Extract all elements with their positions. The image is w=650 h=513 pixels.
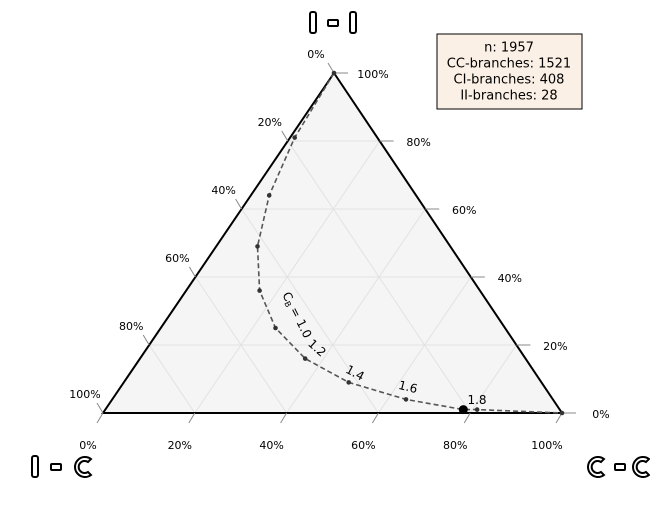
cc-tick-label: 60%: [351, 439, 375, 452]
ic-tick-label: 60%: [165, 252, 189, 265]
tick-mark: [463, 412, 471, 424]
triangle-frame: [101, 71, 564, 414]
ii-tick-label: 20%: [543, 340, 567, 353]
annotation-text: 1.6: [397, 377, 419, 395]
ii-tick-label: 40%: [498, 272, 522, 285]
point: [346, 380, 352, 385]
grid: [148, 140, 517, 414]
info-line: II-branches: 28: [460, 89, 557, 104]
point: [302, 356, 308, 361]
info-line: n: 1957: [484, 41, 534, 56]
point: [273, 325, 278, 331]
corner-icon-ii: [309, 11, 357, 34]
ic-tick-label: 0%: [307, 48, 324, 61]
annotation-subscript: B: [283, 300, 294, 309]
tick-mark: [188, 266, 196, 278]
corner-icon-cc: [587, 456, 650, 478]
cc-tick-label: 100%: [531, 439, 562, 452]
tick-mark: [96, 412, 104, 424]
ic-tick-label: 20%: [258, 116, 282, 129]
tick-mark: [281, 130, 289, 142]
point: [559, 410, 565, 416]
tick-mark: [235, 198, 243, 210]
ii-tick-label: 60%: [452, 204, 476, 217]
corner-icon-ic: [31, 455, 93, 478]
ic-tick-label: 80%: [119, 320, 143, 333]
ii-tick-label: 0%: [592, 408, 609, 421]
cc-tick-label: 20%: [168, 439, 192, 452]
ii-tick-label: 100%: [357, 68, 388, 81]
ii-tick-label: 80%: [406, 136, 430, 149]
tick-mark: [371, 412, 379, 424]
annotation-text: 1.8: [467, 393, 486, 407]
ic-tick-label: 40%: [211, 184, 235, 197]
highlight-point: [458, 405, 468, 415]
cc-tick-label: 0%: [79, 439, 96, 452]
point: [255, 244, 260, 249]
tick-mark: [188, 412, 196, 424]
tick-mark: [142, 334, 150, 346]
info-line: CC-branches: 1521: [447, 57, 571, 72]
info-line: CI-branches: 408: [454, 73, 565, 88]
tick-mark: [96, 402, 104, 414]
point: [292, 135, 298, 140]
grid-line: [286, 208, 426, 414]
point: [266, 193, 272, 198]
grid-line: [241, 208, 379, 414]
grid-line: [148, 344, 196, 414]
tick-mark: [280, 412, 288, 424]
ic-tick-label: 100%: [69, 388, 100, 401]
cc-tick-label: 80%: [443, 439, 467, 452]
point: [257, 288, 262, 293]
plot-area: [103, 73, 562, 413]
point: [331, 70, 337, 76]
info-box: [436, 33, 583, 110]
annotation: 1.8: [467, 393, 486, 407]
grid-line: [469, 344, 517, 414]
annotation: 1.6: [397, 377, 419, 395]
point: [474, 407, 480, 412]
cc-tick-label: 40%: [259, 439, 283, 452]
point: [403, 397, 409, 402]
